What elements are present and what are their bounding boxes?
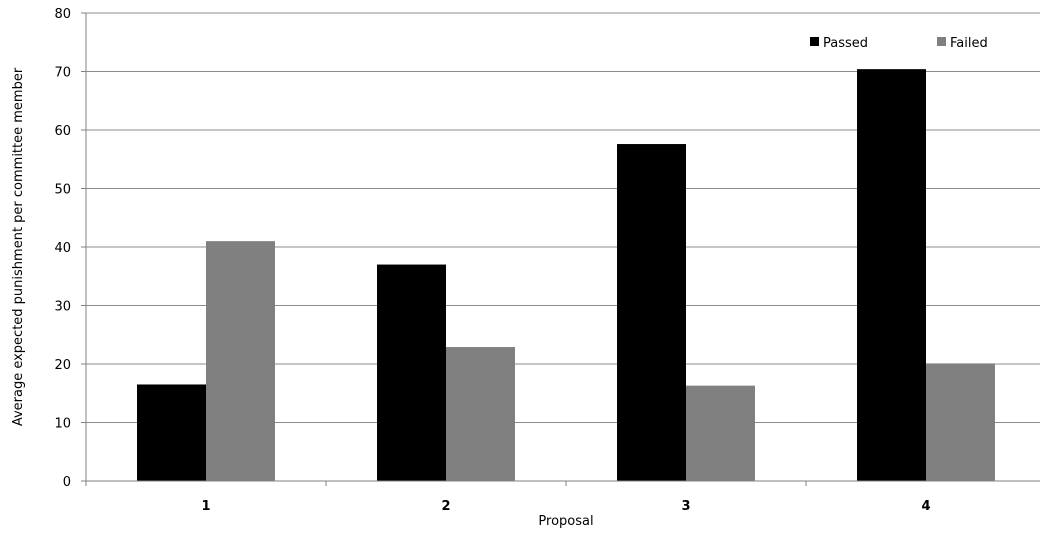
legend-label-passed: Passed — [823, 36, 868, 51]
y-tick-labels: 0 10 20 30 40 50 60 70 80 — [54, 7, 71, 490]
y-axis-title: Average expected punishment per committe… — [11, 67, 26, 426]
bar-passed-1 — [137, 384, 206, 481]
x-tick-label: 4 — [921, 499, 930, 514]
bar-failed-4 — [926, 363, 995, 481]
bar-passed-3 — [617, 144, 686, 482]
legend: Passed Failed — [810, 36, 988, 51]
bar-failed-2 — [446, 347, 515, 481]
y-tick-label: 50 — [54, 183, 71, 198]
x-axis-title: Proposal — [538, 514, 593, 529]
y-tick-label: 60 — [54, 124, 71, 139]
bar-passed-4 — [857, 69, 926, 481]
y-tick-label: 30 — [54, 300, 71, 315]
x-tick-label: 3 — [681, 499, 690, 514]
axes — [85, 13, 1040, 482]
x-tick-labels: 1 2 3 4 — [201, 499, 930, 514]
bar-passed-2 — [377, 264, 446, 481]
y-tick-label: 80 — [54, 7, 71, 22]
x-tick-label: 1 — [201, 499, 210, 514]
y-tick-label: 10 — [54, 417, 71, 432]
bar-failed-1 — [206, 241, 275, 481]
legend-swatch-passed — [810, 37, 819, 46]
y-tick-label: 0 — [63, 475, 71, 490]
legend-label-failed: Failed — [950, 36, 988, 51]
y-tick-label: 40 — [54, 241, 71, 256]
bar-failed-3 — [686, 385, 755, 481]
y-tick-label: 20 — [54, 358, 71, 373]
y-tick-label: 70 — [54, 66, 71, 81]
legend-swatch-failed — [937, 37, 946, 46]
x-tick-label: 2 — [441, 499, 450, 514]
bars — [137, 69, 995, 482]
